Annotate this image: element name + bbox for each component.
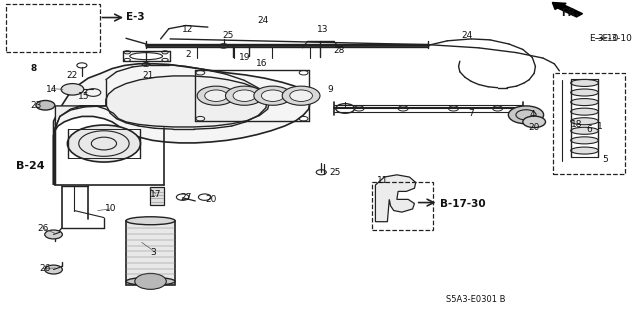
Text: B-17-30: B-17-30 — [440, 199, 486, 209]
Text: 4: 4 — [529, 110, 535, 119]
Text: 5: 5 — [602, 155, 607, 164]
Text: 16: 16 — [255, 59, 267, 68]
Text: 25: 25 — [222, 31, 234, 40]
Circle shape — [205, 90, 227, 101]
Text: 8: 8 — [30, 64, 36, 73]
Polygon shape — [376, 175, 416, 222]
Text: 6: 6 — [586, 125, 592, 134]
Circle shape — [261, 90, 284, 101]
Bar — [372, 182, 433, 230]
Circle shape — [523, 116, 545, 128]
Text: 19: 19 — [239, 53, 250, 62]
Ellipse shape — [571, 118, 598, 125]
Text: 18: 18 — [571, 120, 582, 129]
Bar — [6, 4, 100, 52]
FancyArrow shape — [552, 3, 582, 17]
Circle shape — [45, 265, 62, 274]
Circle shape — [135, 273, 166, 289]
Text: FR.: FR. — [561, 8, 579, 19]
Text: 23: 23 — [31, 101, 42, 110]
Circle shape — [67, 125, 140, 162]
Text: 10: 10 — [104, 204, 116, 213]
Text: 22: 22 — [67, 71, 78, 80]
Text: 17: 17 — [150, 190, 161, 199]
Circle shape — [225, 86, 263, 105]
Ellipse shape — [571, 99, 598, 106]
Text: 24: 24 — [462, 31, 473, 40]
Polygon shape — [56, 76, 269, 185]
Bar — [150, 187, 164, 205]
Text: 7: 7 — [468, 109, 474, 118]
Circle shape — [254, 86, 292, 105]
Circle shape — [233, 90, 256, 101]
Text: 26: 26 — [37, 224, 49, 233]
Text: E-3: E-3 — [126, 11, 145, 22]
Text: 13: 13 — [317, 25, 328, 34]
Circle shape — [290, 90, 312, 101]
Text: E-3-10: E-3-10 — [589, 34, 618, 43]
Text: 11: 11 — [376, 176, 388, 185]
Ellipse shape — [571, 147, 598, 154]
Ellipse shape — [126, 278, 175, 285]
Text: 12: 12 — [182, 25, 193, 34]
Circle shape — [197, 86, 235, 105]
Text: 26: 26 — [40, 264, 51, 273]
Circle shape — [282, 86, 320, 105]
Text: 2: 2 — [185, 50, 191, 59]
Text: B-24: B-24 — [16, 161, 45, 171]
Text: 20: 20 — [205, 195, 217, 204]
Text: 14: 14 — [46, 85, 58, 94]
Bar — [553, 73, 625, 174]
Text: →E-3-10: →E-3-10 — [596, 34, 633, 43]
Text: 28: 28 — [333, 46, 344, 55]
Polygon shape — [54, 64, 310, 185]
Ellipse shape — [571, 108, 598, 115]
Text: 3: 3 — [150, 248, 156, 256]
Text: 9: 9 — [328, 85, 333, 94]
Bar — [126, 221, 175, 285]
Ellipse shape — [571, 127, 598, 134]
Ellipse shape — [571, 89, 598, 96]
Circle shape — [508, 106, 543, 124]
Text: 1: 1 — [597, 122, 603, 130]
Text: 27: 27 — [180, 193, 191, 202]
Text: 15: 15 — [78, 92, 90, 101]
Text: 21: 21 — [142, 71, 154, 80]
Ellipse shape — [571, 137, 598, 144]
Text: S5A3-E0301 B: S5A3-E0301 B — [446, 295, 506, 304]
Circle shape — [45, 230, 62, 239]
Circle shape — [36, 100, 55, 110]
Text: 25: 25 — [330, 168, 340, 177]
Text: 20: 20 — [529, 123, 540, 132]
Ellipse shape — [571, 79, 598, 86]
Circle shape — [61, 84, 84, 95]
Text: 24: 24 — [258, 16, 269, 25]
Ellipse shape — [126, 217, 175, 225]
